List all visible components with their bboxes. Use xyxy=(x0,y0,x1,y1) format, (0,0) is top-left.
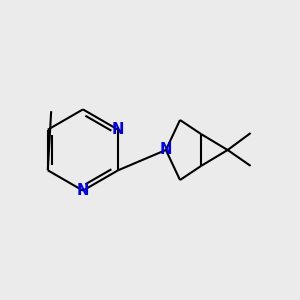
Text: N: N xyxy=(112,122,124,137)
Text: N: N xyxy=(160,142,172,158)
Text: N: N xyxy=(77,183,89,198)
